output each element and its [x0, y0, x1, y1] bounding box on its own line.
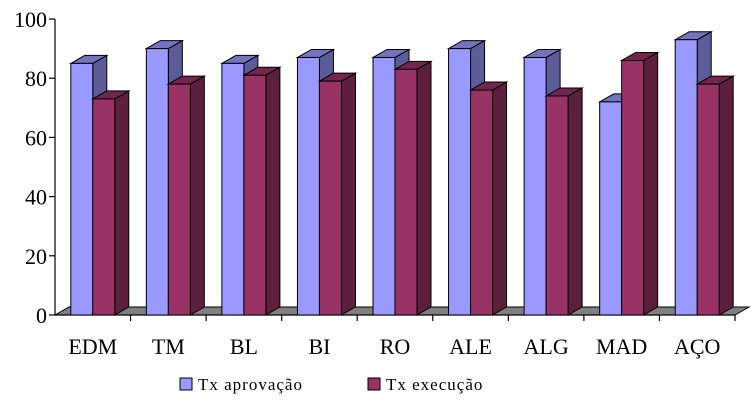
bar-front	[599, 101, 623, 316]
y-tick-label: 80	[25, 66, 47, 91]
bar-front	[221, 62, 245, 316]
x-category-label: RO	[380, 334, 411, 359]
bar-side	[189, 75, 205, 316]
y-tick-label: 0	[36, 303, 47, 328]
bar-front	[145, 48, 169, 316]
bar-front	[621, 59, 645, 316]
bar-front	[523, 56, 547, 316]
legend-swatch-aprovacao	[179, 377, 193, 391]
bar-front	[296, 56, 320, 316]
bar-front	[394, 68, 418, 316]
bar-execucao-bl	[242, 66, 282, 316]
legend-label-execucao: Tx execução	[386, 375, 483, 394]
x-category-label: EDM	[68, 334, 117, 359]
bar-execucao-edm	[90, 90, 131, 316]
bar-front	[696, 83, 720, 316]
y-tick-label: 40	[25, 185, 47, 210]
x-category-label: ALG	[524, 334, 569, 359]
bar-front	[243, 74, 267, 316]
bar-execucao-bi	[317, 72, 358, 316]
bar-execucao-ro	[393, 60, 433, 316]
bar-side	[114, 90, 130, 316]
x-category-label: BL	[230, 334, 258, 359]
bar-execucao-ale	[468, 81, 509, 316]
x-category-label: ALE	[449, 334, 492, 359]
y-tick-label: 20	[25, 244, 47, 269]
bar-front	[545, 95, 569, 316]
y-tick-label: 100	[14, 7, 47, 32]
bar-side	[416, 60, 432, 316]
bar-front	[372, 56, 396, 316]
bar-side	[718, 75, 734, 316]
bar-front	[167, 83, 191, 316]
legend-label-aprovacao: Tx aprovação	[198, 375, 303, 394]
bar-side	[567, 87, 583, 316]
legend-swatch-execucao	[367, 377, 381, 391]
bar-side	[492, 81, 508, 316]
bar-front	[70, 62, 94, 316]
y-tick-label: 60	[25, 125, 47, 150]
bar-execucao-tm	[166, 75, 207, 316]
bar-execucao-alg	[544, 87, 584, 316]
bar-side	[340, 72, 356, 316]
bar-front	[674, 39, 698, 316]
bar-front	[470, 89, 494, 316]
x-category-label: AÇO	[674, 334, 720, 359]
bar-front	[318, 80, 342, 316]
x-category-label: TM	[152, 334, 185, 359]
bar-front	[92, 98, 116, 316]
bar-side	[265, 66, 281, 316]
x-category-label: MAD	[596, 334, 647, 359]
x-category-label: BI	[308, 334, 330, 359]
bar-side	[643, 51, 659, 316]
bar-execucao-aço	[695, 75, 736, 316]
bar-front	[448, 48, 472, 316]
bar-execucao-mad	[619, 51, 660, 316]
